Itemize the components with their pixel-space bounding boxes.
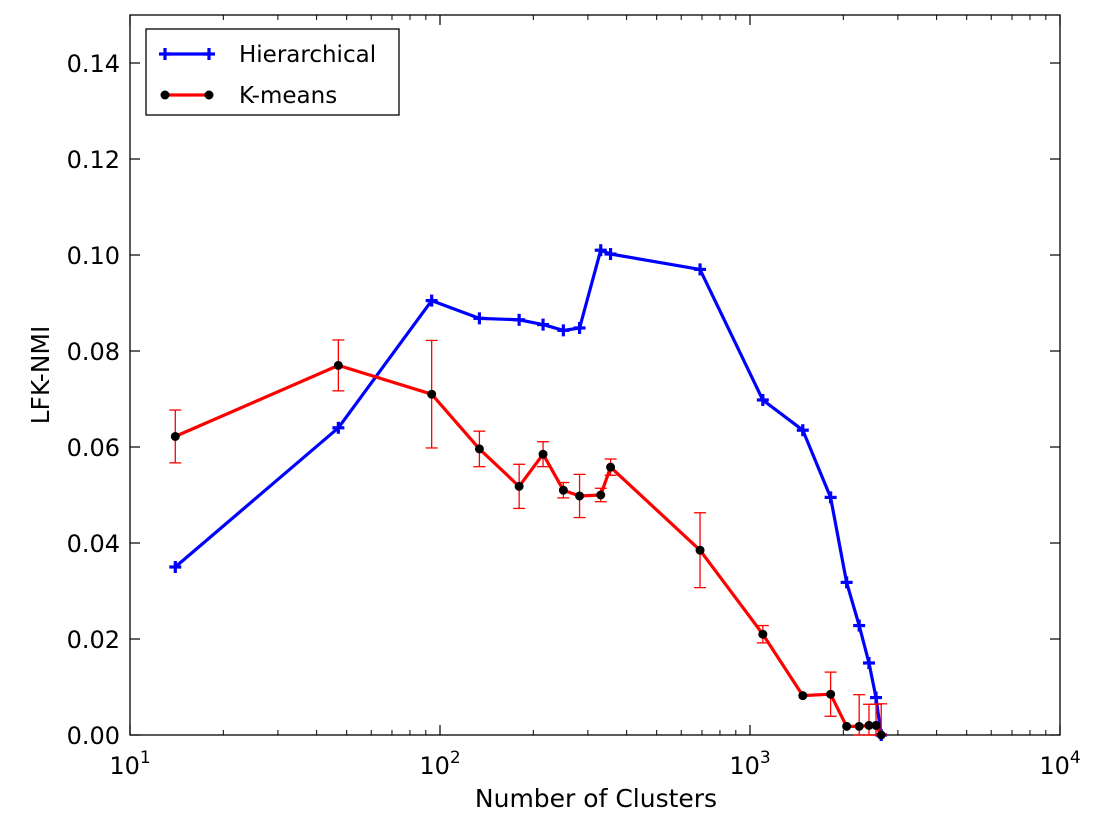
legend-label: Hierarchical: [239, 42, 376, 68]
y-tick-label: 0.12: [67, 146, 120, 174]
plot-frame: [129, 14, 1061, 736]
series-k-means: [169, 339, 888, 740]
y-axis-title: LFK-NMI: [26, 326, 55, 425]
legend-marker: [203, 48, 215, 60]
data-point: [332, 421, 345, 434]
data-point: [427, 389, 437, 399]
data-point: [604, 248, 617, 261]
data-point: [862, 657, 875, 669]
x-tick-label: 104: [1039, 748, 1080, 780]
x-axis-title: Number of Clusters: [475, 784, 717, 813]
y-tick-label: 0.14: [67, 50, 120, 78]
data-point: [558, 485, 568, 495]
legend-label: K-means: [239, 83, 337, 109]
legend-item-k-means: K-means: [160, 83, 337, 109]
data-point: [798, 691, 808, 701]
data-point: [695, 545, 705, 555]
legend-marker: [204, 90, 214, 100]
y-axis-tick-labels: 0.00 0.02 0.04 0.06 0.08 0.10 0.12 0.14: [67, 50, 120, 750]
data-point: [594, 244, 607, 257]
x-tick-label: 101: [109, 748, 150, 780]
data-point: [871, 720, 881, 730]
data-point: [842, 721, 852, 731]
axis-ticks: [129, 15, 1061, 736]
data-point: [425, 294, 438, 307]
data-point: [756, 393, 769, 406]
data-point: [870, 691, 883, 704]
legend-marker: [159, 48, 171, 60]
x-axis-tick-labels: 101 102 103 104: [109, 748, 1080, 780]
data-point: [854, 721, 864, 731]
legend-item-hierarchical: Hierarchical: [159, 42, 376, 68]
data-point: [169, 561, 182, 573]
plot-area: [129, 14, 1061, 741]
x-tick-label: 103: [729, 748, 770, 780]
data-point: [473, 312, 486, 325]
data-point: [824, 491, 837, 504]
series-hierarchical-markers: [169, 244, 888, 741]
data-point: [606, 462, 616, 472]
series-k-means-markers: [170, 360, 886, 740]
data-point: [694, 263, 707, 276]
data-point: [840, 576, 853, 589]
legend: Hierarchical K-means: [145, 28, 400, 116]
data-point: [474, 444, 484, 454]
data-point: [796, 424, 809, 437]
legend-box: [145, 28, 400, 116]
data-point: [557, 324, 570, 337]
y-tick-label: 0.10: [67, 242, 120, 270]
data-point: [596, 490, 606, 500]
data-point: [538, 449, 548, 459]
data-point: [513, 313, 526, 326]
data-point: [537, 318, 550, 331]
y-tick-label: 0.06: [67, 434, 120, 462]
legend-items: Hierarchical K-means: [159, 42, 376, 109]
data-point: [170, 431, 180, 441]
data-point: [758, 629, 768, 639]
x-tick-label: 102: [419, 748, 460, 780]
series-layer: [169, 244, 888, 741]
data-point: [853, 619, 866, 632]
y-tick-label: 0.02: [67, 626, 120, 654]
data-point: [826, 689, 836, 699]
y-tick-label: 0.04: [67, 530, 120, 558]
data-point: [573, 321, 586, 334]
data-point: [876, 730, 886, 740]
data-point: [514, 481, 524, 491]
y-tick-label: 0.08: [67, 338, 120, 366]
legend-marker: [160, 90, 170, 100]
data-point: [333, 360, 343, 370]
data-point: [575, 491, 585, 501]
y-tick-label: 0.00: [67, 722, 120, 750]
series-hierarchical: [169, 244, 888, 741]
